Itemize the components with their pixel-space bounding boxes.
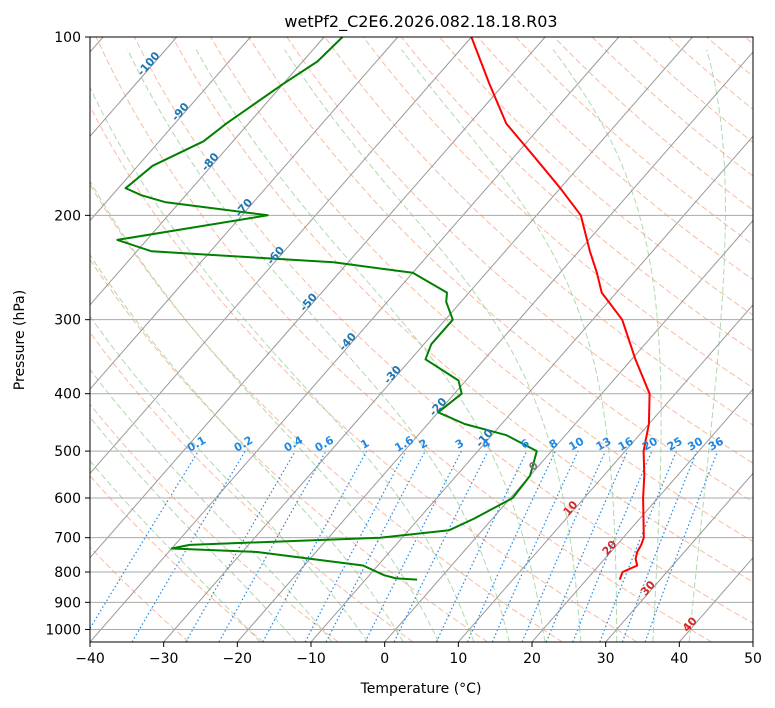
y-tick-label: 400 (54, 387, 81, 403)
mixing-ratio-line (545, 450, 629, 642)
y-tick-label: 300 (54, 313, 81, 329)
mixing-ratio-line (599, 450, 678, 642)
mixing-ratio-line (491, 450, 579, 642)
dry-adiabat-line (324, 37, 753, 426)
isotherm-line (90, 37, 399, 390)
y-axis-title: Pressure (hPa) (12, 290, 28, 390)
mixing-ratio-line (262, 450, 368, 642)
isotherm-line (384, 219, 753, 642)
x-tick-label: −30 (149, 651, 179, 667)
dry-adiabat-line (90, 105, 638, 642)
y-tick-label: 200 (54, 208, 81, 224)
dewpoint-profile-line (116, 37, 538, 581)
plot-background (90, 37, 753, 642)
dry-adiabat-line (90, 258, 488, 642)
moist-adiabat-line (90, 460, 261, 642)
temperature-profile-line (470, 37, 651, 580)
y-tick-label: 1000 (45, 622, 81, 638)
y-tick-label: 600 (54, 491, 81, 507)
dry-adiabat-line (286, 37, 753, 464)
moist-adiabat-line (90, 368, 333, 642)
x-tick-label: −20 (223, 651, 253, 667)
dry-adiabat-line (90, 474, 264, 642)
y-tick-label: 800 (54, 565, 81, 581)
y-tick-label: 100 (54, 30, 81, 46)
isotherm-line (90, 37, 620, 642)
dry-adiabat-line (439, 37, 753, 316)
isotherm-line (90, 37, 251, 222)
isotherm-line (236, 51, 753, 642)
pressure-gridlines (90, 37, 753, 630)
isotherm-line (90, 37, 546, 559)
moist-adiabat-line (90, 253, 404, 642)
x-axis-title: Temperature (°C) (360, 681, 482, 697)
x-tick-label: 0 (380, 651, 389, 667)
isotherm-line (605, 472, 753, 642)
dry-adiabat-line (90, 183, 563, 642)
x-tick-label: −10 (296, 651, 326, 667)
plot-frame (89, 36, 754, 643)
moist-adiabat-line (688, 49, 726, 642)
y-tick-label: 700 (54, 531, 81, 547)
mixing-ratio-line (364, 450, 462, 642)
mixing-ratio-line (521, 450, 606, 642)
isotherm-line (752, 641, 753, 642)
dry-adiabat-line (133, 37, 753, 624)
x-tick-label: 10 (449, 651, 467, 667)
moist-adiabat-line (195, 49, 546, 642)
x-axis-ticks: −40 −30 −20 −10 0 10 20 30 40 50 (75, 642, 762, 667)
isotherm-line (90, 37, 325, 306)
dry-adiabat-line (401, 37, 753, 352)
mixing-ratio-line (621, 450, 698, 642)
isotherm-line (90, 37, 472, 475)
y-axis-ticks: 100 200 300 400 500 600 700 800 900 1000 (45, 30, 90, 638)
x-tick-label: 20 (523, 651, 541, 667)
background-lines (90, 37, 753, 642)
isotherm-line (163, 37, 693, 642)
y-tick-label: 900 (54, 595, 81, 611)
x-tick-label: 30 (597, 651, 615, 667)
x-tick-label: 40 (670, 651, 688, 667)
mixing-ratio-line (572, 450, 653, 642)
moist-adiabat-line (90, 86, 475, 642)
mixing-ratio-line (90, 450, 199, 630)
profile-series (116, 37, 651, 581)
y-tick-label: 500 (54, 444, 81, 460)
moist-adiabat-line (90, 179, 439, 642)
dry-adiabat-line (90, 403, 339, 642)
chart-title: wetPf2_C2E6.2026.082.18.18.R03 (284, 12, 557, 32)
dry-adiabat-line (171, 37, 753, 583)
mixing-ratio-line (218, 450, 327, 642)
moist-adiabat-line (90, 315, 369, 642)
isotherm-line (531, 388, 753, 642)
moist-adiabat-line (552, 49, 662, 642)
isotherm-line (310, 135, 753, 642)
x-tick-label: 50 (744, 651, 762, 667)
mixing-ratio-line (393, 450, 489, 642)
x-tick-label: −40 (75, 651, 105, 667)
mixing-ratio-line (644, 450, 719, 642)
moist-adiabat-line (127, 49, 510, 642)
isotherm-line (457, 304, 753, 642)
